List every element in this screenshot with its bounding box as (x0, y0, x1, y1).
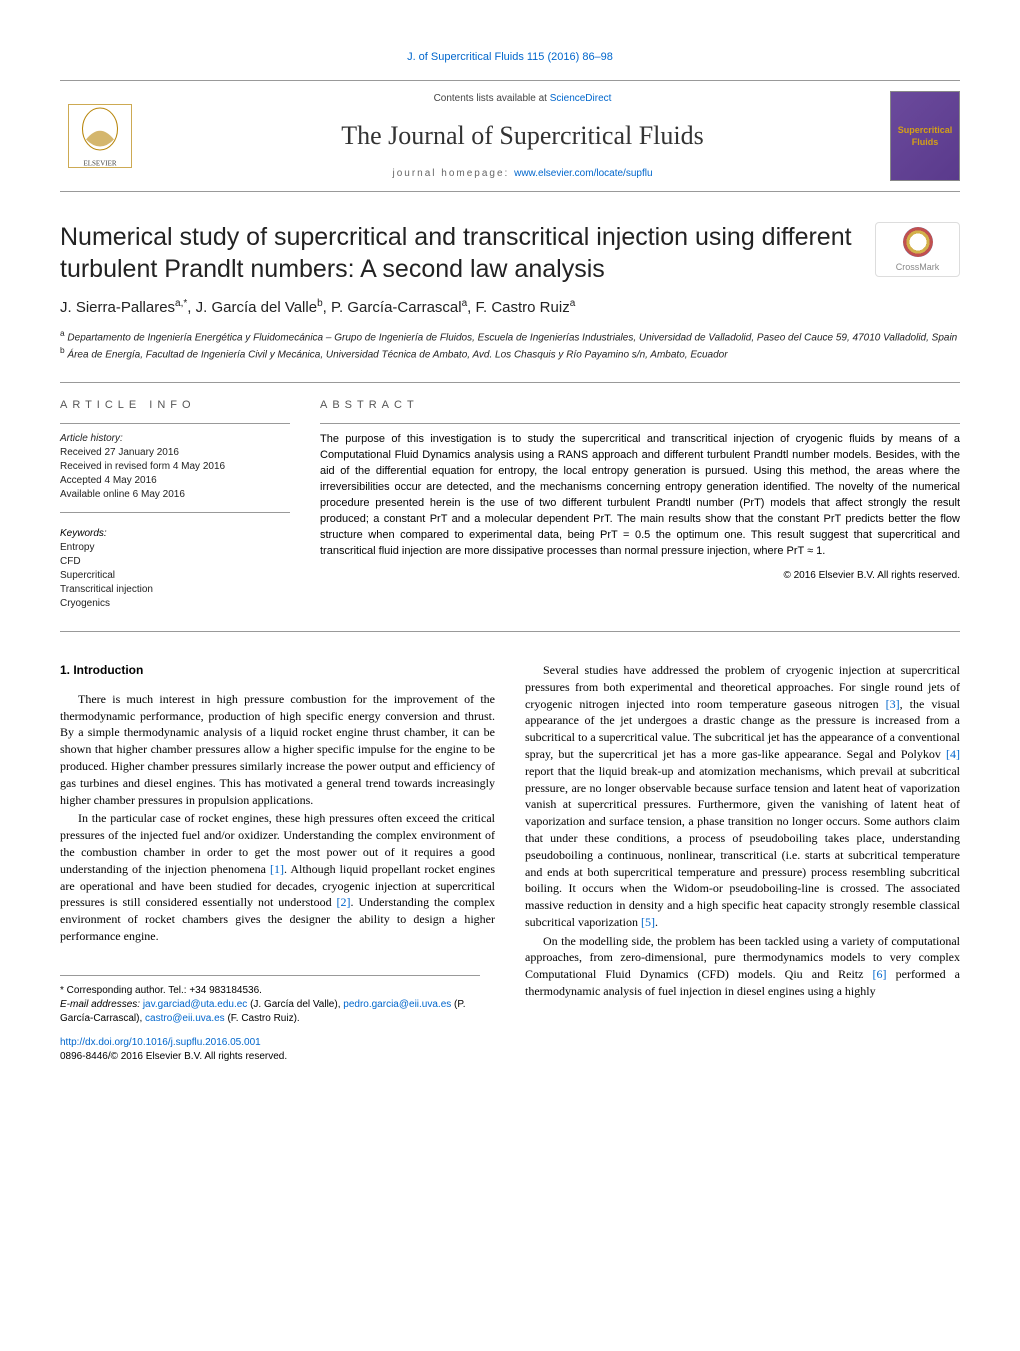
section-heading: 1. Introduction (60, 662, 495, 679)
contents-prefix: Contents lists available at (434, 93, 550, 104)
ref-link[interactable]: [3] (886, 697, 900, 711)
corresponding-line: * Corresponding author. Tel.: +34 983184… (60, 984, 480, 998)
corresponding-author-block: * Corresponding author. Tel.: +34 983184… (60, 975, 480, 1026)
keyword: Cryogenics (60, 597, 290, 611)
ref-link[interactable]: [5] (641, 915, 655, 929)
journal-title: The Journal of Supercritical Fluids (155, 118, 890, 154)
abstract-block: abstract The purpose of this investigati… (320, 398, 960, 611)
email-label: E-mail addresses: (60, 999, 143, 1010)
keyword: CFD (60, 555, 290, 569)
cover-text-top: Supercritical (898, 124, 953, 137)
body-paragraph: Several studies have addressed the probl… (525, 662, 960, 931)
history-item: Available online 6 May 2016 (60, 488, 290, 502)
ref-link[interactable]: [4] (946, 747, 960, 761)
body-paragraph: There is much interest in high pressure … (60, 691, 495, 809)
abstract-copyright: © 2016 Elsevier B.V. All rights reserved… (320, 569, 960, 583)
article-info-block: article info Article history: Received 2… (60, 398, 290, 611)
email-person: (F. Castro Ruiz) (227, 1013, 296, 1024)
homepage-line: journal homepage: www.elsevier.com/locat… (155, 167, 890, 181)
article-title: Numerical study of supercritical and tra… (60, 222, 875, 285)
sciencedirect-link[interactable]: ScienceDirect (550, 93, 612, 104)
journal-ref: J. of Supercritical Fluids 115 (2016) 86… (60, 50, 960, 65)
left-column: 1. Introduction There is much interest i… (60, 662, 495, 1026)
body-paragraph: In the particular case of rocket engines… (60, 810, 495, 944)
email-line: E-mail addresses: jav.garciad@uta.edu.ec… (60, 998, 480, 1026)
crossmark-icon (903, 227, 933, 257)
ref-link[interactable]: [6] (873, 967, 887, 981)
divider (60, 382, 960, 383)
contents-line: Contents lists available at ScienceDirec… (155, 92, 890, 106)
affiliation: b Área de Energía, Facultad de Ingenierí… (60, 345, 960, 362)
email-link[interactable]: castro@eii.uva.es (145, 1013, 225, 1024)
abstract-heading: abstract (320, 398, 960, 413)
author: J. Sierra-Pallaresa,* (60, 299, 187, 316)
abstract-text: The purpose of this investigation is to … (320, 432, 960, 560)
affiliations: a Departamento de Ingeniería Energética … (60, 328, 960, 362)
svg-text:ELSEVIER: ELSEVIER (83, 160, 116, 168)
email-link[interactable]: pedro.garcia@eii.uva.es (343, 999, 451, 1010)
divider (60, 512, 290, 513)
crossmark-label: CrossMark (896, 261, 940, 274)
author-list: J. Sierra-Pallaresa,*, J. García del Val… (60, 297, 960, 318)
email-link[interactable]: jav.garciad@uta.edu.ec (143, 999, 247, 1010)
author: F. Castro Ruiza (476, 299, 576, 316)
divider (60, 631, 960, 632)
keyword: Entropy (60, 541, 290, 555)
cover-text-bottom: Fluids (912, 136, 939, 149)
keyword: Supercritical (60, 569, 290, 583)
divider (60, 423, 290, 424)
email-person: (J. García del Valle) (250, 999, 338, 1010)
homepage-prefix: journal homepage: (392, 168, 514, 179)
author: J. García del Valleb (196, 299, 323, 316)
history-label: Article history: (60, 432, 290, 446)
ref-link[interactable]: [2] (337, 895, 351, 909)
elsevier-logo: ELSEVIER (60, 96, 140, 176)
body-paragraph: On the modelling side, the problem has b… (525, 933, 960, 1000)
history-item: Received 27 January 2016 (60, 446, 290, 460)
ref-link[interactable]: [1] (270, 862, 284, 876)
doi-link[interactable]: http://dx.doi.org/10.1016/j.supflu.2016.… (60, 1036, 960, 1050)
keywords-label: Keywords: (60, 527, 290, 541)
article-info-heading: article info (60, 398, 290, 413)
history-item: Accepted 4 May 2016 (60, 474, 290, 488)
crossmark-badge[interactable]: CrossMark (875, 222, 960, 277)
affiliation: a Departamento de Ingeniería Energética … (60, 328, 960, 345)
journal-header-band: ELSEVIER Contents lists available at Sci… (60, 80, 960, 192)
right-column: Several studies have addressed the probl… (525, 662, 960, 1026)
author: P. García-Carrascala (331, 299, 467, 316)
divider (320, 423, 960, 424)
history-item: Received in revised form 4 May 2016 (60, 460, 290, 474)
homepage-link[interactable]: www.elsevier.com/locate/supflu (514, 168, 652, 179)
keyword: Transcritical injection (60, 583, 290, 597)
journal-cover-thumbnail: Supercritical Fluids (890, 91, 960, 181)
issn-line: 0896-8446/© 2016 Elsevier B.V. All right… (60, 1050, 960, 1064)
